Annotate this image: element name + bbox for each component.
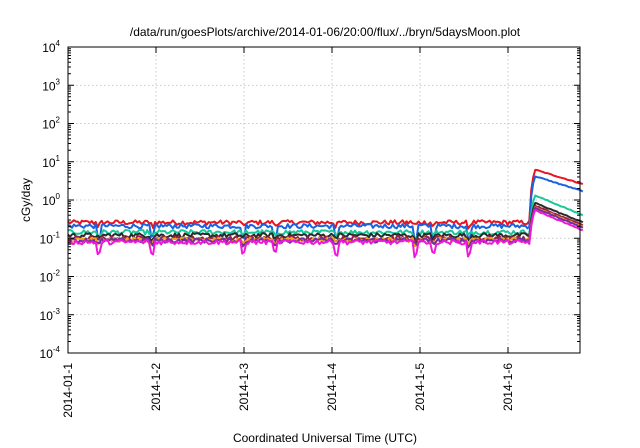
y-tick-label: 102 <box>42 116 60 132</box>
chart-title: /data/run/goesPlots/archive/2014-01-06/2… <box>130 25 521 39</box>
y-axis-label: cGy/day <box>19 178 33 222</box>
series-line-3 <box>67 194 584 240</box>
y-tick-label: 10-1 <box>40 230 61 246</box>
series-line-8 <box>67 208 583 259</box>
series-group <box>67 168 584 259</box>
y-tick-label: 10-2 <box>40 269 61 285</box>
y-tick-label: 10-4 <box>40 345 61 361</box>
x-tick-label: 2014-01-1 <box>61 363 75 418</box>
series-line-2 <box>67 175 584 243</box>
x-tick-label: 2014-1-5 <box>413 363 427 411</box>
y-tick-label: 10-3 <box>40 307 61 323</box>
x-axis-label: Coordinated Universal Time (UTC) <box>233 431 417 445</box>
y-tick-label: 103 <box>42 77 60 93</box>
x-tick-label: 2014-1-3 <box>237 363 251 411</box>
x-tick-label: 2014-1-6 <box>501 363 515 411</box>
x-tick-label: 2014-1-2 <box>149 363 163 411</box>
y-tick-label: 104 <box>42 39 60 55</box>
x-axis-ticks: 2014-01-1 2014-1-2 2014-1-3 2014-1-4 2014-1-… <box>61 47 515 418</box>
grid <box>68 47 580 353</box>
y-tick-label: 101 <box>42 154 60 170</box>
x-tick-label: 2014-1-4 <box>325 363 339 411</box>
y-tick-label: 100 <box>42 192 60 208</box>
y-axis-ticks: 10-4 10-3 10-2 10-1 100 101 102 103 104 <box>40 39 580 361</box>
series-line-1 <box>67 168 584 230</box>
